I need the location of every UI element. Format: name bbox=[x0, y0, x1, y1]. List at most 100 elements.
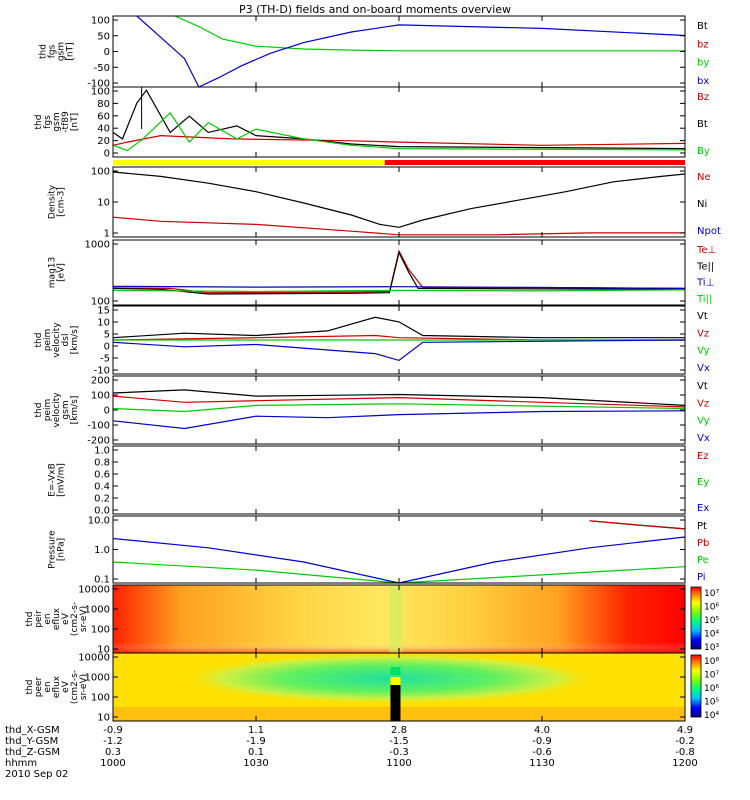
y-tick-label: 100 bbox=[91, 16, 110, 27]
legend-Pe: Pe bbox=[697, 555, 709, 566]
y-tick-label: -5 bbox=[100, 354, 110, 365]
colorbar-tick-label: 10⁶ bbox=[704, 684, 719, 694]
series-line-Vt bbox=[112, 389, 686, 406]
legend-Pi: Pi bbox=[697, 572, 706, 583]
legend-Ne: Ne bbox=[697, 172, 711, 183]
y-tick-label: 80 bbox=[97, 99, 110, 110]
footer-value: 1200 bbox=[672, 758, 697, 769]
y-axis-label-line: Density bbox=[48, 184, 58, 219]
footer-value: -1.5 bbox=[389, 736, 409, 747]
legend-Te⊥: Te⊥ bbox=[696, 245, 716, 256]
y-tick-label: 0 bbox=[104, 149, 110, 160]
y-tick-label: 100 bbox=[91, 625, 110, 636]
y-axis-label-line: fgs bbox=[48, 44, 58, 58]
series-line-Vy bbox=[112, 403, 686, 413]
state-bar-yellow bbox=[113, 160, 385, 165]
footer-value: -0.2 bbox=[675, 736, 695, 747]
y-tick-label: 1.0 bbox=[94, 545, 110, 556]
legend-Bt: Bt bbox=[697, 119, 708, 130]
legend-Ni: Ni bbox=[697, 199, 707, 210]
footer-value: -0.8 bbox=[675, 747, 695, 758]
legend-bx: bx bbox=[697, 76, 709, 87]
y-axis-label-line: dsl bbox=[61, 334, 71, 347]
series-line-Bt bbox=[112, 89, 686, 150]
y-tick-label: 0.1 bbox=[94, 575, 110, 586]
colorbar bbox=[690, 586, 702, 650]
legend-Vy: Vy bbox=[697, 346, 710, 357]
y-axis-label-line: [nT] bbox=[66, 42, 76, 60]
y-tick-label: 0.8 bbox=[94, 458, 110, 469]
y-tick-label: 0.2 bbox=[94, 494, 110, 505]
y-axis-label-line: gsm bbox=[57, 42, 67, 61]
y-tick-label: 1 bbox=[104, 229, 110, 240]
y-axis-label-line: peim bbox=[43, 329, 53, 352]
legend-by: by bbox=[697, 58, 709, 69]
footer-value: 1130 bbox=[529, 758, 554, 769]
y-tick-label: 0.4 bbox=[94, 482, 110, 493]
y-tick-label: 40 bbox=[97, 124, 110, 135]
y-axis-label-line: sr-eV) bbox=[79, 606, 89, 632]
footer-value: -0.9 bbox=[532, 736, 552, 747]
footer-value: 1000 bbox=[100, 758, 125, 769]
y-tick-label: 100 bbox=[91, 297, 110, 308]
legend-Bt: Bt bbox=[697, 21, 708, 32]
footer-value: 0.3 bbox=[105, 747, 121, 758]
y-axis-label-line: [km/s] bbox=[70, 396, 80, 425]
y-tick-label: 100 bbox=[91, 167, 110, 178]
electron-spectrogram-gap bbox=[390, 685, 401, 721]
y-axis-label: thd fgs gsm -tf89 [nT] bbox=[34, 111, 80, 133]
legend-Bz: Bz bbox=[697, 92, 709, 103]
panel-frame bbox=[112, 166, 686, 238]
y-axis-label: Density [cm-3] bbox=[48, 184, 67, 219]
colorbar-tick-label: 10⁷ bbox=[704, 589, 719, 599]
y-tick-label: -100 bbox=[87, 79, 110, 90]
y-axis-label-line: gsm bbox=[61, 400, 71, 419]
legend-Vt: Vt bbox=[697, 381, 708, 392]
y-axis-label-line: eflux bbox=[52, 675, 62, 698]
footer-value: 4.9 bbox=[677, 725, 693, 736]
legend-Te||: Te|| bbox=[696, 261, 714, 272]
y-tick-label: 1000 bbox=[85, 240, 110, 251]
y-tick-label: 10.0 bbox=[88, 516, 110, 527]
y-tick-label: 0 bbox=[104, 342, 110, 353]
y-axis-label-line: Pressure bbox=[48, 530, 58, 569]
legend-Vy: Vy bbox=[697, 416, 710, 427]
y-tick-label: 15 bbox=[97, 306, 110, 317]
panel-frame bbox=[112, 515, 686, 584]
legend-Ey: Ey bbox=[697, 477, 709, 488]
footer-row-label: thd_Y-GSM bbox=[5, 736, 58, 747]
y-axis-label-line: thd bbox=[34, 333, 44, 348]
footer-value: -1.2 bbox=[103, 736, 123, 747]
y-tick-label: -10 bbox=[94, 366, 110, 377]
y-tick-label: 0 bbox=[104, 47, 110, 58]
y-axis-label: Pressure [nPa] bbox=[48, 530, 67, 569]
y-axis-label: mag13 [eV] bbox=[48, 257, 67, 288]
y-tick-label: 0.6 bbox=[94, 470, 110, 481]
y-axis-label: E=-VxB [mV/m] bbox=[48, 463, 67, 497]
series-line-Vt bbox=[112, 316, 685, 339]
y-tick-label: -200 bbox=[87, 436, 110, 447]
y-tick-label: 50 bbox=[97, 31, 110, 42]
y-axis-label: thd fgs gsm [nT] bbox=[39, 42, 76, 61]
footer-value: 1030 bbox=[243, 758, 268, 769]
y-axis-label-line: eflux bbox=[52, 607, 62, 630]
electron-spectrogram-core bbox=[179, 655, 600, 707]
series-line-Te|| bbox=[112, 250, 686, 295]
series-line-Pb bbox=[589, 520, 686, 530]
series-line-Vx bbox=[112, 410, 686, 430]
legend-Vx: Vx bbox=[697, 433, 710, 444]
y-tick-label: 0 bbox=[104, 406, 110, 417]
legend-Vz: Vz bbox=[697, 328, 709, 339]
colorbar-tick-label: 10⁸ bbox=[704, 657, 719, 667]
y-axis-label: thd peim velocity dsl [km/s] bbox=[34, 322, 80, 358]
legend-Npot: Npot bbox=[697, 226, 721, 237]
y-axis-label-line: sr-eV) bbox=[79, 674, 89, 700]
electron-spectrogram-cell bbox=[390, 677, 401, 685]
y-axis-label-line: E=-VxB bbox=[48, 463, 58, 497]
y-tick-label: 10000 bbox=[78, 653, 110, 664]
y-tick-label: 10000 bbox=[78, 585, 110, 596]
y-axis-label-line: en bbox=[43, 681, 53, 692]
series-line-Bz bbox=[112, 134, 686, 146]
series-line-By bbox=[112, 111, 686, 152]
